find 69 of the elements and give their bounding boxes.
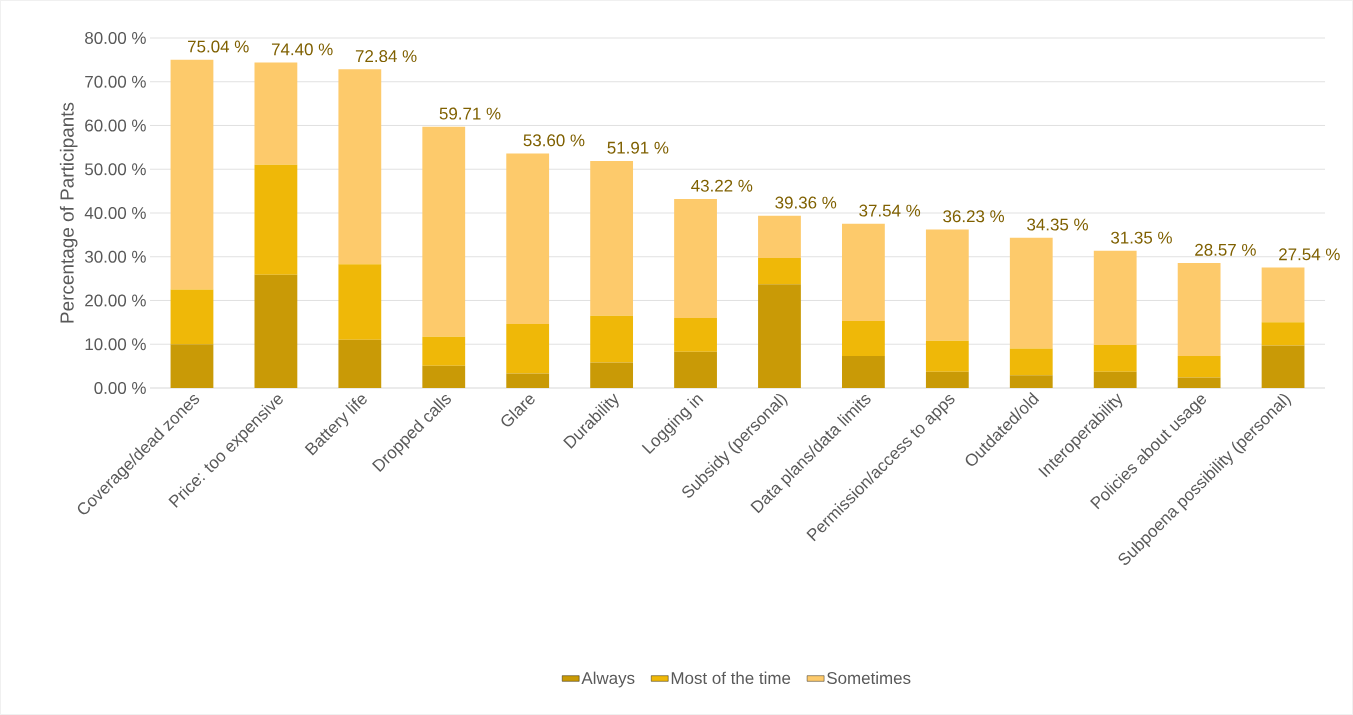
y-tick-label: 20.00 % [85, 294, 146, 307]
y-tick-label: 70.00 % [85, 75, 146, 88]
y-tick-label: 30.00 % [84, 250, 146, 263]
bar [925, 371, 969, 388]
bar [170, 59, 214, 290]
bar [758, 215, 801, 259]
y-tick-label: 0.00 % [94, 382, 146, 394]
bar [506, 373, 550, 388]
bar [1093, 371, 1137, 388]
bar [254, 164, 298, 275]
bar [590, 315, 634, 363]
total-label: 31.35 % [1111, 231, 1172, 244]
bar [842, 356, 885, 388]
total-label: 34.35 % [1027, 218, 1088, 231]
bar [1261, 345, 1305, 388]
bar [254, 62, 298, 165]
bar [925, 340, 969, 372]
legend-label: Sometimes [827, 671, 911, 685]
bar [1177, 377, 1221, 388]
total-label: 59.71 % [439, 107, 501, 120]
y-tick-label: 60.00 % [85, 119, 146, 132]
bar [1093, 250, 1137, 346]
y-tick-label: 50.00 % [85, 163, 146, 176]
y-tick-label: 10.00 % [85, 338, 146, 351]
legend-label: Most of the time [671, 671, 791, 685]
bar [1177, 263, 1221, 357]
total-label: 74.40 % [271, 43, 333, 56]
bar [842, 321, 885, 357]
bar [758, 258, 801, 285]
bar [590, 160, 634, 316]
y-tick-label: 40.00 % [84, 206, 146, 219]
bar [422, 365, 466, 388]
total-label: 43.22 % [691, 179, 753, 192]
bar [1093, 345, 1137, 372]
y-tick-label: 80.00 % [85, 31, 146, 44]
total-label: 75.04 % [188, 40, 249, 53]
total-label: 28.57 % [1195, 243, 1256, 256]
total-label: 39.36 % [775, 196, 837, 209]
bar [1261, 322, 1305, 346]
legend-label: Always [581, 671, 635, 688]
bar [170, 289, 214, 345]
bar [842, 223, 885, 322]
total-label: 53.60 % [523, 134, 585, 147]
bar [1177, 356, 1221, 378]
bar [506, 153, 550, 325]
bar [338, 339, 382, 388]
bar [422, 336, 466, 366]
bar [170, 344, 214, 388]
bar [1009, 375, 1053, 388]
bar [1009, 237, 1053, 349]
y-axis-title: Percentage of Participants [59, 102, 78, 323]
total-label: 72.84 % [355, 50, 417, 63]
bar [422, 126, 466, 337]
bar [1009, 348, 1053, 376]
bar [758, 284, 801, 388]
total-label: 51.91 % [607, 141, 669, 154]
total-label: 36.23 % [943, 210, 1005, 223]
bar [338, 69, 382, 265]
bar [674, 351, 717, 388]
bar [674, 317, 717, 352]
total-label: 37.54 % [859, 204, 921, 217]
bar [674, 198, 717, 318]
bar [1261, 267, 1305, 323]
total-label: 27.54 % [1279, 248, 1340, 261]
bar [590, 362, 634, 388]
bar [925, 229, 969, 341]
bar [338, 264, 382, 340]
bar [506, 324, 550, 374]
bar [254, 274, 298, 388]
